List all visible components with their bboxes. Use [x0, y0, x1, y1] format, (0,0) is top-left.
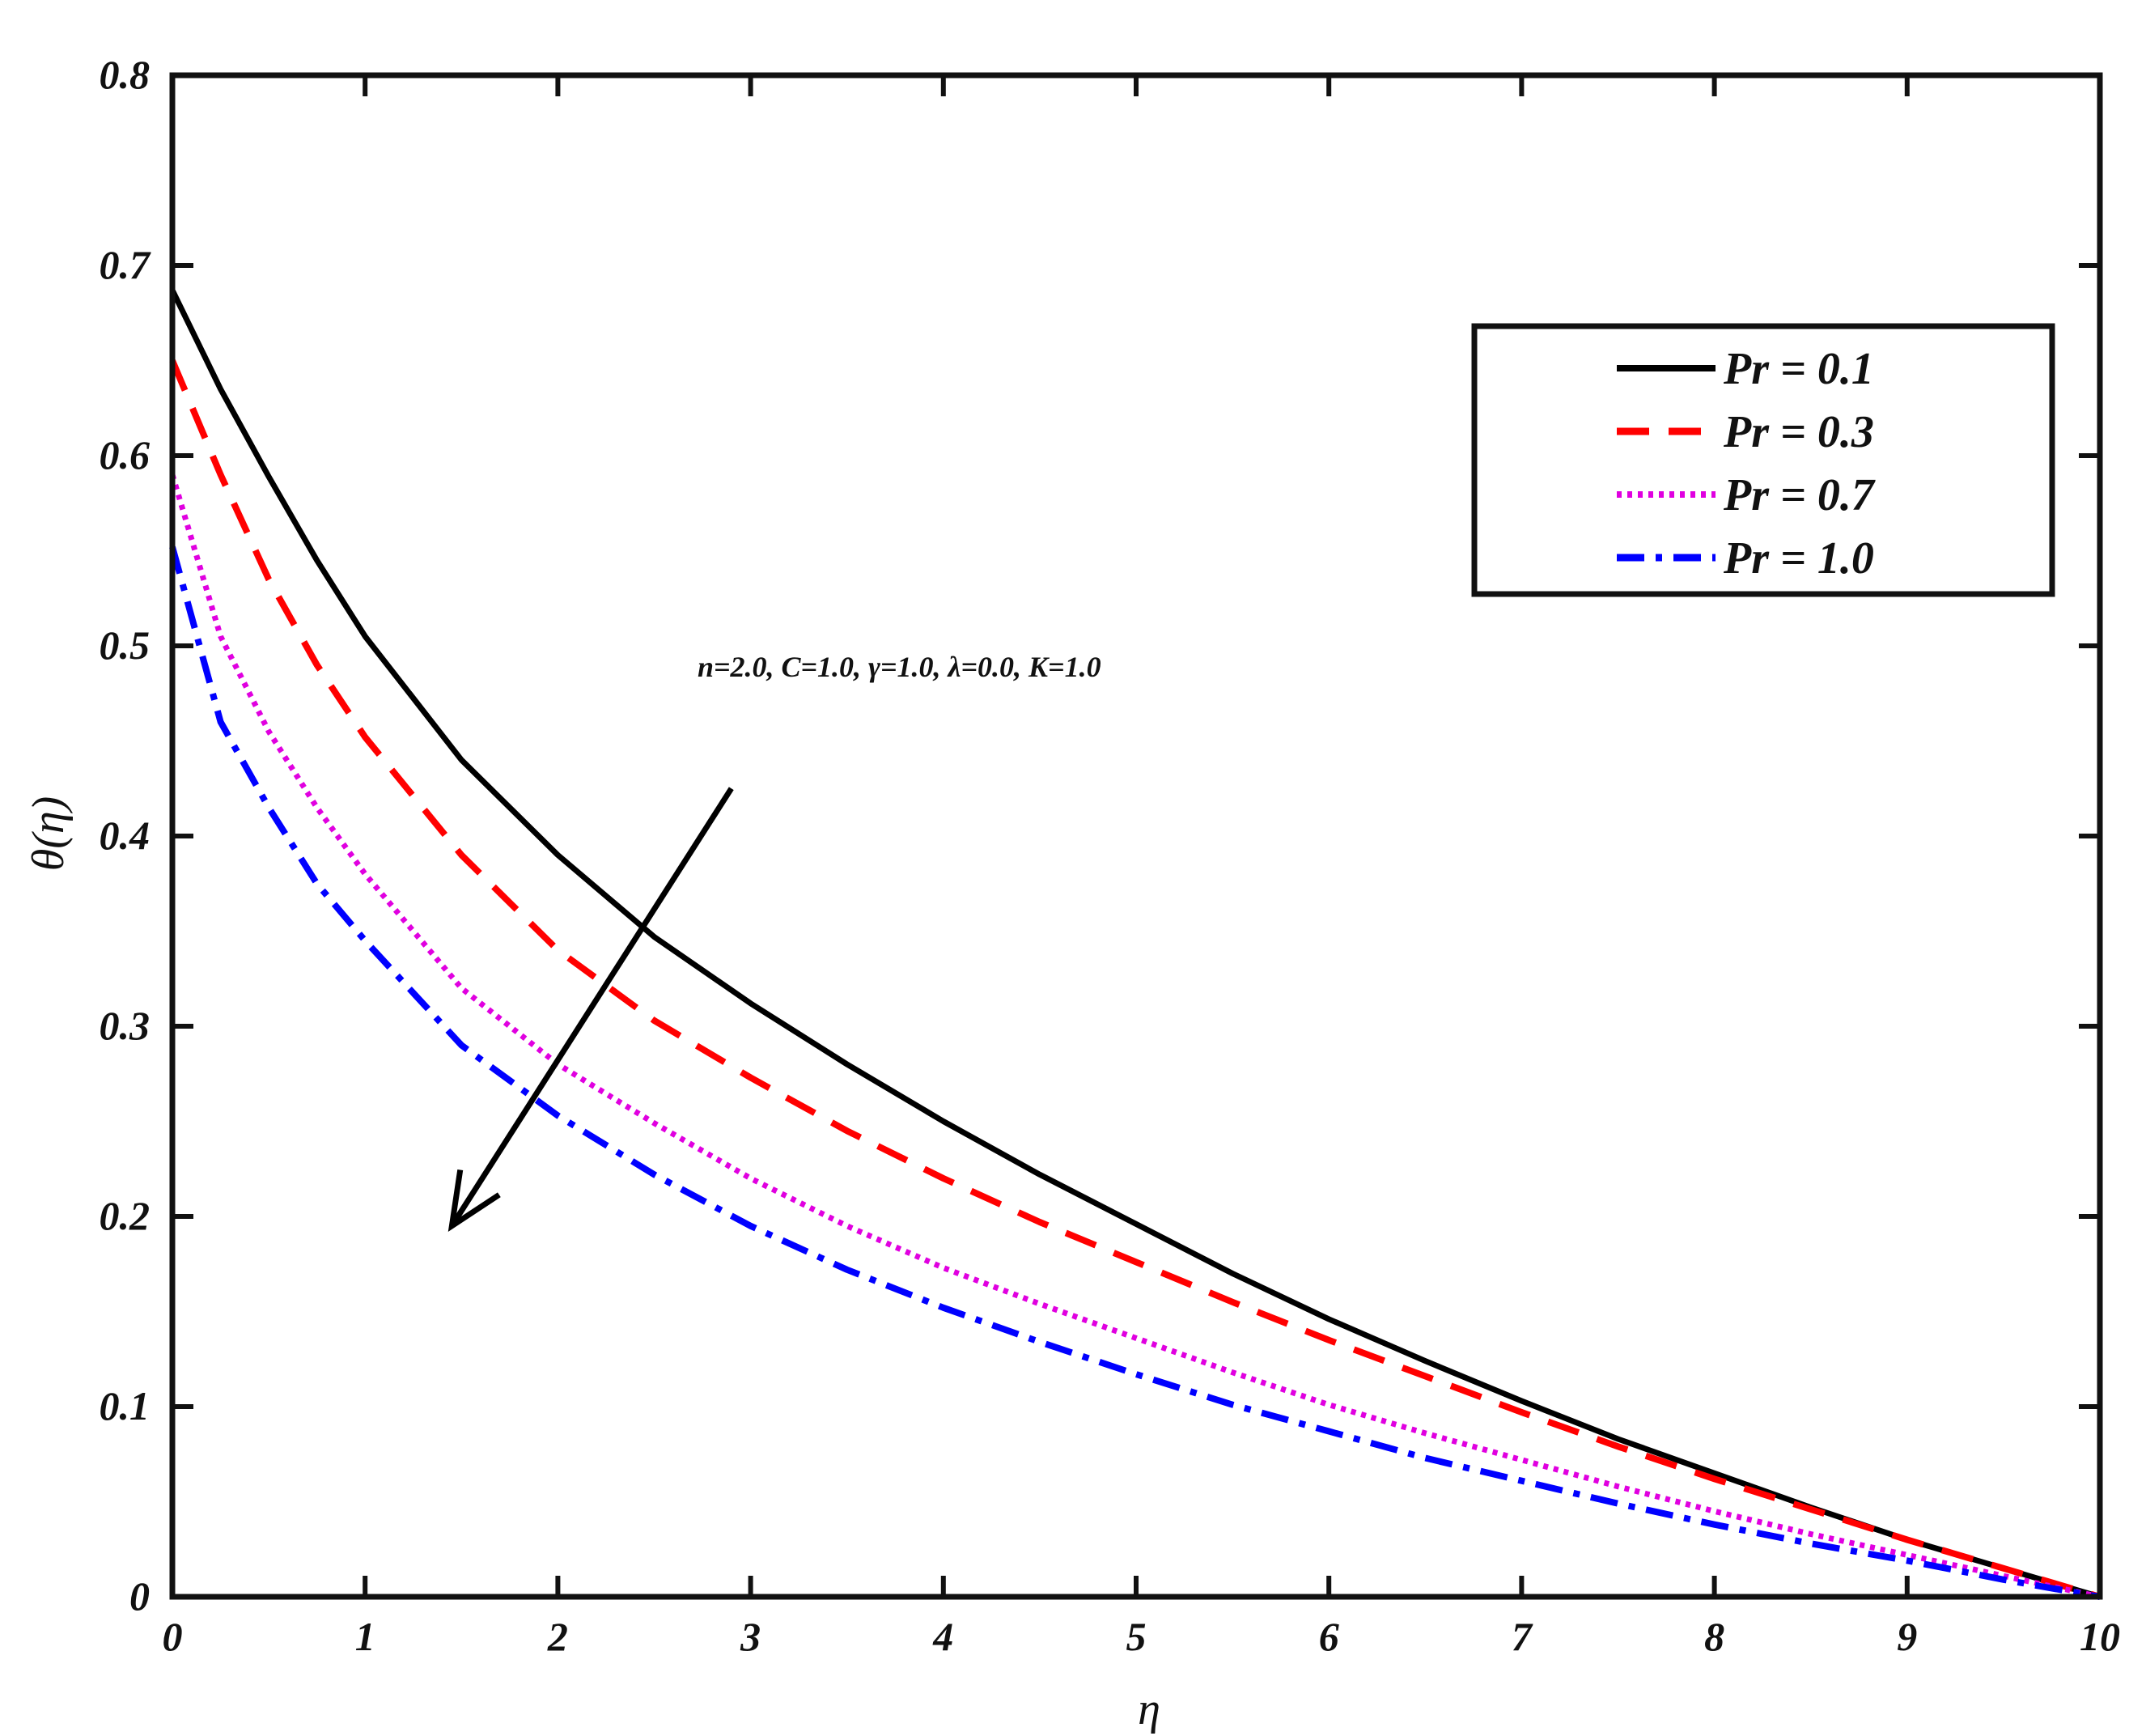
- x-tick-label: 6: [1319, 1614, 1339, 1659]
- legend-label: Pr = 1.0: [1723, 533, 1874, 584]
- x-tick-label: 0: [163, 1614, 183, 1659]
- x-tick-label: 2: [547, 1614, 568, 1659]
- y-tick-label: 0.3: [100, 1003, 151, 1048]
- y-tick-label: 0.8: [100, 52, 151, 97]
- trend-arrow-head: [447, 1169, 501, 1232]
- legend-label: Pr = 0.3: [1723, 407, 1874, 457]
- legend-label: Pr = 0.1: [1723, 344, 1874, 394]
- x-tick-label: 4: [932, 1614, 953, 1659]
- x-tick-label: 9: [1897, 1614, 1917, 1659]
- legend-box: [1471, 323, 2055, 597]
- y-tick-label: 0.5: [100, 622, 151, 668]
- series-line-pr-0-1: [169, 288, 2101, 1600]
- x-tick-label: 8: [1704, 1614, 1724, 1659]
- plot-frame: [169, 72, 2103, 1600]
- y-tick-label: 0.6: [100, 432, 151, 478]
- parameter-annotation: n=2.0, C=1.0, γ=1.0, λ=0.0, K=1.0: [698, 651, 1101, 683]
- tick-labels: 0 1 2 3 4 5 6 7 8 9 10 0 0.1 0.2 0.3 0.4 0.5 0.6 0.7 0.8: [100, 52, 2121, 1659]
- y-tick-label: 0: [129, 1573, 150, 1619]
- legend-label: Pr = 0.7: [1723, 470, 1876, 520]
- y-axis-label: θ(η): [23, 796, 74, 872]
- trend-arrow-shaft: [449, 787, 734, 1228]
- y-tick-label: 0.1: [100, 1383, 151, 1428]
- x-tick-label: 1: [355, 1614, 375, 1659]
- x-tick-label: 7: [1512, 1614, 1533, 1659]
- series-lines: [169, 288, 2101, 1600]
- series-line-pr-0-3: [169, 359, 2101, 1600]
- y-tick-label: 0.4: [100, 813, 151, 858]
- trend-arrow: [447, 787, 734, 1232]
- x-tick-label: 3: [740, 1614, 761, 1659]
- x-tick-label: 10: [2080, 1614, 2120, 1659]
- y-tick-label: 0.7: [100, 242, 152, 287]
- x-axis-label: η: [1138, 1684, 1160, 1734]
- x-tick-label: 5: [1126, 1614, 1147, 1659]
- y-tick-label: 0.2: [100, 1193, 151, 1238]
- series-line-pr-1-0: [169, 545, 2101, 1600]
- legend: Pr = 0.1 Pr = 0.3 Pr = 0.7 Pr = 1.0: [1471, 323, 2055, 597]
